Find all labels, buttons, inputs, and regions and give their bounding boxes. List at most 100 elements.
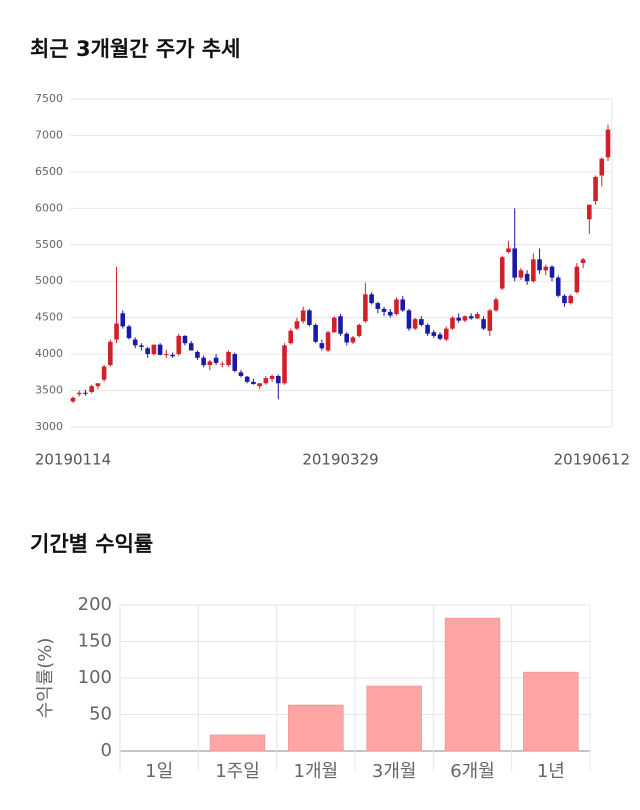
candle-body [319,343,325,349]
x-tick-label: 20190329 [302,451,378,469]
candle-body [182,335,188,344]
candle-body [499,257,505,289]
x-tick-label: 1주일 [215,761,260,782]
candle-body [89,386,94,393]
candle-body [518,270,524,278]
candle-body [524,273,530,282]
candle-body [325,332,331,351]
candle-body [387,311,393,316]
candle-body [381,308,387,312]
candle-body [599,158,605,176]
candle-body [151,344,157,355]
candle-body [95,383,101,387]
candle-body [282,345,287,384]
candle-body [425,324,430,334]
candle-body [226,351,231,366]
candle-body [257,383,262,387]
candle-body [531,259,536,282]
candle-body [419,319,424,325]
candle-body [213,357,219,363]
candle-body [76,392,82,395]
y-axis-label: 수익률(%) [35,638,56,719]
candle-body [450,317,455,329]
y-tick-label: 4500 [35,311,63,324]
candle-body [493,299,499,311]
candle-body [126,326,132,339]
x-tick-label: 1년 [537,761,565,782]
y-tick-label: 0 [101,740,112,761]
candle-body [139,345,144,347]
candle-body [83,392,88,394]
candle-body [195,351,200,358]
candle-body [220,363,225,365]
y-tick-label: 4000 [35,347,63,360]
candle-body [369,294,374,304]
candle-body [338,316,343,334]
candle-body [101,366,107,380]
candle-body [580,259,586,263]
chart-title: 최근 3개월간 주가 추세 [30,37,240,61]
y-tick-label: 7000 [35,128,63,141]
candle-body [587,204,592,220]
candle-body [70,397,76,402]
x-tick-label: 20190114 [35,451,111,469]
candle-body [269,375,275,379]
candle-body [288,330,294,344]
y-tick-label: 5000 [35,274,63,287]
candle-body [593,176,598,202]
candle-body [431,332,437,336]
candle-body [238,372,244,376]
chart-title: 기간별 수익률 [30,532,153,556]
candle-body [164,354,169,356]
bar [444,617,501,752]
y-tick-label: 100 [78,667,112,688]
candle-body [605,129,611,158]
x-tick-label: 3개월 [372,761,417,782]
candle-body [344,333,350,343]
y-tick-label: 6500 [35,165,63,178]
y-tick-label: 200 [78,594,112,615]
candle-body [487,310,493,331]
y-tick-label: 7500 [35,92,63,105]
x-tick-label: 6개월 [450,761,495,782]
x-tick-label: 1개월 [294,761,339,782]
candle-body [331,317,337,333]
candle-body [462,316,468,321]
candle-body [251,381,256,384]
candle-body [356,324,362,336]
candle-body [549,266,555,278]
candle-body [176,335,182,355]
candle-body [568,295,573,304]
candle-body [481,319,486,329]
y-tick-label: 50 [89,704,112,725]
candle-body [275,375,281,384]
y-tick-label: 150 [78,631,112,652]
candle-body [562,295,567,304]
candle-body [294,321,300,329]
candle-body [157,344,163,355]
candle-body [350,337,356,343]
x-tick-label: 20190612 [554,451,630,469]
candle-body [120,313,126,327]
candle-body [406,310,412,329]
candle-body [108,341,113,366]
candle-body [412,319,418,329]
candle-body [244,376,250,382]
candle-body [443,328,449,340]
candle-body [313,324,318,342]
y-tick-label: 6000 [35,201,63,214]
y-tick-label: 5500 [35,238,63,251]
candle-body [437,334,443,339]
bar [523,671,579,752]
candle-body [537,259,542,271]
candle-body [207,361,213,366]
candle-body [512,248,517,278]
bar [366,685,422,752]
candle-body [263,378,269,384]
candle-body [574,266,580,293]
candle-body [375,303,381,309]
candle-body [232,354,238,371]
bar [209,734,266,752]
